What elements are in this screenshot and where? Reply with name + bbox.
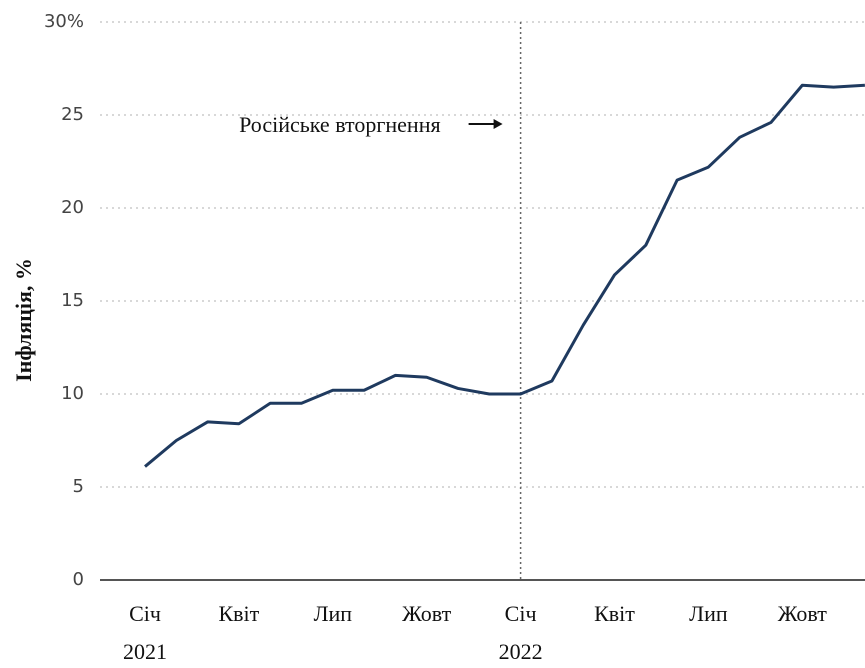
y-tick-label: 30% <box>44 11 84 32</box>
y-tick-label: 20 <box>61 197 84 218</box>
x-tick-label: Січ 2021 <box>123 601 167 664</box>
annotation-arrowhead <box>493 119 503 129</box>
y-tick-label: 5 <box>73 476 84 497</box>
x-tick-label: Січ 2022 <box>499 601 543 664</box>
y-tick-label: 0 <box>73 569 84 590</box>
x-tick-line: 2021 <box>123 639 167 664</box>
x-tick-label: Квіт <box>219 601 260 626</box>
x-tick-label: Квіт <box>594 601 635 626</box>
y-tick-label: 25 <box>61 104 84 125</box>
x-tick-label: Жовт <box>778 601 827 626</box>
line-series <box>144 83 865 468</box>
y-tick-label: 15 <box>61 290 84 311</box>
x-tick-line: 2022 <box>499 639 543 664</box>
annotation: Російське вторгнення <box>239 112 440 137</box>
x-tick-line: Січ <box>129 601 161 626</box>
y-tick-label: 10 <box>61 383 84 404</box>
x-tick-label: Жовт <box>402 601 451 626</box>
y-axis-label: Інфляція, % <box>11 258 36 382</box>
x-tick-label: Лип <box>689 601 728 626</box>
x-tick-label: Лип <box>314 601 353 626</box>
x-tick-line: Січ <box>505 601 537 626</box>
